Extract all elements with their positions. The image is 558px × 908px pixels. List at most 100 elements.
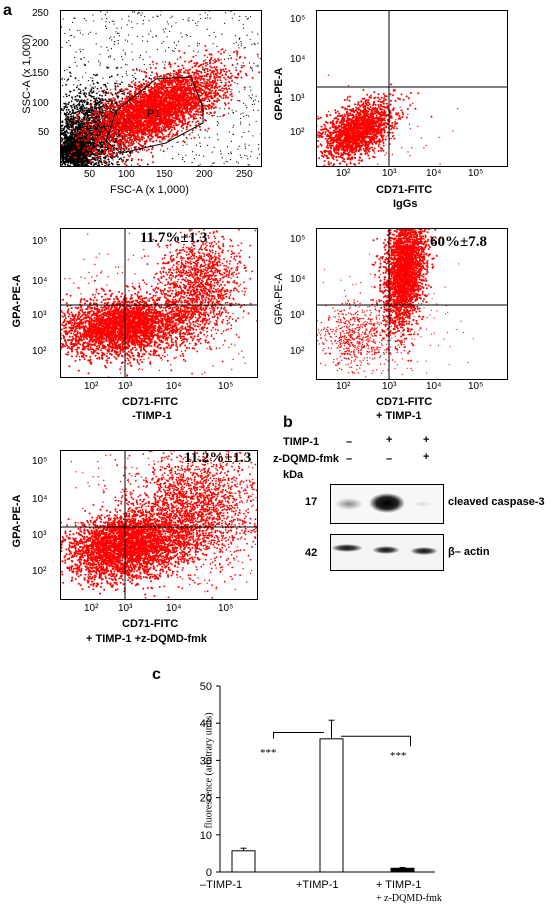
sig-bracket-right <box>341 735 411 747</box>
flow-minus-ylabel: GPA-PE-A <box>11 266 23 336</box>
flow-igg-xtick: 10⁵ <box>468 168 483 179</box>
bar-1 <box>319 738 344 873</box>
flow-minus-xtick: 10³ <box>118 381 132 392</box>
flow-minus-ytick: 10³ <box>32 310 46 321</box>
bar-xtick-zdqmd-sub: + z-DQMD-fmk <box>376 893 442 904</box>
flow-minus-ytick: 10⁵ <box>32 236 47 247</box>
wb-zdqmd-label: z-DQMD-fmk <box>273 453 339 465</box>
bar-ytick-label: 0 <box>206 867 212 879</box>
flow-plus-sub: + TIMP-1 <box>376 410 422 422</box>
flow-plus-ytick: 10⁴ <box>290 274 305 285</box>
flow-igg-ylabel: GPA-PE-A <box>273 59 285 129</box>
scatter-xtick: 50 <box>84 169 95 180</box>
flow-zdqmd-xtick: 10² <box>84 603 98 614</box>
flow-minus-percent: 11.7%±1.3 <box>140 230 207 247</box>
wb-band2-lane3 <box>410 547 438 555</box>
scatter-xtick: 100 <box>118 169 135 180</box>
flow-minus-xtick: 10⁴ <box>166 381 181 392</box>
wb-band2-name: β– actin <box>448 546 490 558</box>
wb-band1-lane1 <box>335 498 363 510</box>
bar-xtick-minus-timp: –TIMP-1 <box>200 879 242 891</box>
scatter-xtick: 150 <box>156 169 173 180</box>
panel-label-b: b <box>283 414 293 432</box>
flow-igg-xtick: 10³ <box>382 168 396 179</box>
panel-label-a: a <box>3 2 12 20</box>
scatter-ytick: 200 <box>32 38 49 49</box>
scatter-ytick: 50 <box>38 127 49 138</box>
flow-zdqmd-ytick: 10⁴ <box>32 494 47 505</box>
wb-band2-lane1 <box>331 544 363 552</box>
gate-p1-outline <box>105 76 204 154</box>
flow-zdqmd-ytick: 10² <box>32 566 46 577</box>
panel-label-c: c <box>152 666 161 684</box>
flow-igg-xtick: 10⁴ <box>426 168 441 179</box>
flow-plus-percent: 60%±7.8 <box>430 234 487 251</box>
flow-minus-frame <box>60 228 258 378</box>
flow-igg-dots <box>317 11 507 166</box>
flow-zdqmd-dots <box>61 451 257 599</box>
wb-band1-lane3 <box>411 501 435 507</box>
gate-p1-label: P1 <box>147 108 160 120</box>
flow-zdqmd-xtick: 10⁵ <box>218 603 233 614</box>
scatter-ytick: 250 <box>32 8 49 19</box>
flow-igg-ytick: 10² <box>290 127 304 138</box>
wb-band2-mw: 42 <box>305 547 317 559</box>
wb-timp-label: TIMP-1 <box>283 436 319 448</box>
wb-band1-mw: 17 <box>305 496 317 508</box>
wb-band1-blot <box>330 484 444 524</box>
flow-zdqmd-xlabel: CD71-FITC <box>122 618 178 630</box>
flow-igg-xlabel: CD71-FITC <box>376 184 432 196</box>
scatter-ytick: 150 <box>32 68 49 79</box>
sig-stars-left: *** <box>260 747 277 759</box>
sig-stars-right: *** <box>390 750 407 762</box>
wb-zdqmd-lane3: + <box>423 451 429 463</box>
scatter-frame: P1 <box>60 10 262 167</box>
wb-zdqmd-lane2: – <box>386 453 392 465</box>
bar-2 <box>390 867 415 873</box>
flow-igg-ytick: 10⁵ <box>290 14 305 25</box>
bar-ytick-label: 10 <box>200 830 212 842</box>
scatter-xlabel: FSC-A (x 1,000) <box>110 184 189 196</box>
scatter-xtick: 250 <box>236 169 253 180</box>
wb-timp-lane3: + <box>423 434 429 446</box>
flow-plus-xlabel: CD71-FITC <box>376 396 432 408</box>
wb-timp-lane2: + <box>386 434 392 446</box>
wb-band2-bands <box>331 544 438 555</box>
flow-plus-ytick: 10⁵ <box>290 234 305 245</box>
flow-minus-xtick: 10² <box>84 381 98 392</box>
scatter-dots: P1 <box>61 11 261 166</box>
flow-zdqmd-ytick: 10⁵ <box>32 456 47 467</box>
flow-plus-dots <box>317 229 507 379</box>
sig-bracket-left <box>273 732 324 739</box>
scatter-xtick: 200 <box>196 169 213 180</box>
flow-minus-sub: -TIMP-1 <box>132 410 172 422</box>
flow-plus-xtick: 10⁴ <box>426 381 441 392</box>
wb-band1-bands <box>335 493 435 513</box>
bar-xtick-timp-zdqmd: + TIMP-1 <box>376 879 421 891</box>
bar-0 <box>231 850 256 873</box>
flow-plus-ylabel: GPA-PE-A <box>273 264 285 334</box>
wb-zdqmd-lane1: – <box>346 453 352 465</box>
flow-plus-frame <box>316 228 508 380</box>
bar-chart-svg: 0 10 20 30 40 50 *** *** <box>200 681 435 879</box>
wb-band2-blot <box>330 534 444 571</box>
wb-band1-name: cleaved caspase-3 <box>448 496 545 508</box>
flow-zdqmd-ytick: 10³ <box>32 530 46 541</box>
bar-ytick-label: 50 <box>200 681 212 693</box>
flow-zdqmd-percent: 11.2%±1.3 <box>184 450 251 467</box>
flow-zdqmd-frame <box>60 450 258 600</box>
flow-igg-ytick: 10³ <box>290 93 304 104</box>
flow-plus-xtick: 10⁵ <box>468 381 483 392</box>
flow-zdqmd-ylabel: GPA-PE-A <box>11 486 23 556</box>
flow-zdqmd-xtick: 10⁴ <box>166 603 181 614</box>
flow-minus-dots <box>61 229 257 377</box>
bar-ytick-label: 40 <box>200 718 212 730</box>
flow-plus-ytick: 10² <box>290 346 304 357</box>
flow-minus-ytick: 10⁴ <box>32 276 47 287</box>
flow-plus-ytick: 10³ <box>290 310 304 321</box>
wb-band2-lane2 <box>372 546 400 554</box>
flow-minus-ytick: 10² <box>32 346 46 357</box>
flow-plus-xtick: 10² <box>336 381 350 392</box>
flow-igg-ytick: 10⁴ <box>290 54 305 65</box>
scatter-ytick: 100 <box>32 98 49 109</box>
